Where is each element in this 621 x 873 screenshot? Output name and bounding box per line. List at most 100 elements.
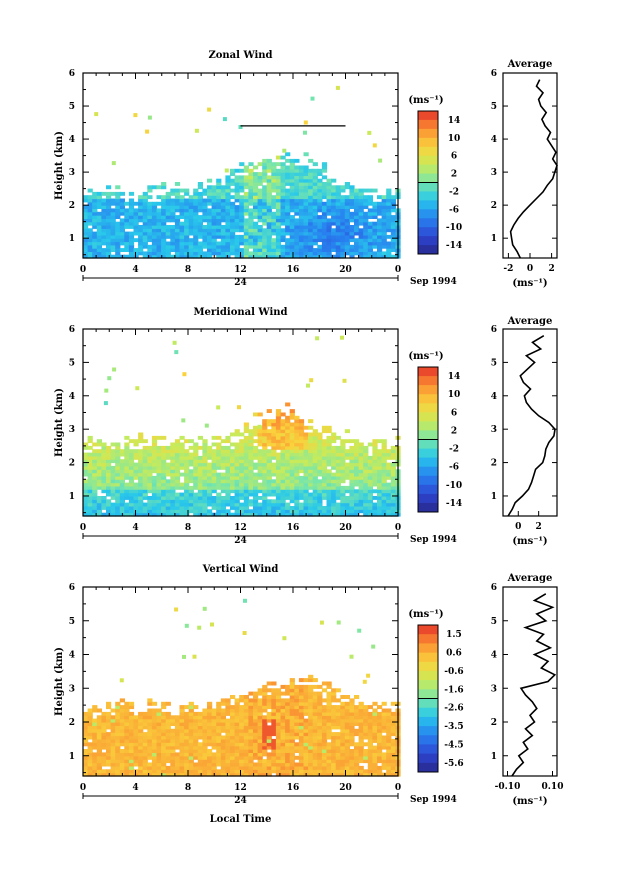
heatmap-cell [321,208,328,213]
heatmap-cell [331,185,337,190]
x-tick-label: 0 [395,265,401,275]
heatmap-cell [202,225,208,229]
colorbar-unit: (ms⁻¹) [408,95,443,106]
heatmap-cell [128,512,135,517]
heatmap-cell [253,735,259,740]
heatmap-cell [119,725,125,730]
heatmap-cell [211,728,217,733]
heatmap-cell [248,254,254,259]
heatmap-cell [294,769,300,774]
heatmap-cell [216,772,222,777]
heatmap-cell [271,201,277,206]
heatmap-cell [317,684,323,689]
heatmap-cell [170,455,176,460]
heatmap-cell [275,695,282,699]
heatmap-cell [317,221,323,226]
heatmap-cell [367,225,373,229]
heatmap-cell [216,475,222,480]
heatmap-cell [170,485,176,490]
heatmap-cell [271,419,277,424]
heatmap-cell [262,188,268,193]
heatmap-cell [354,695,360,699]
heatmap-cell [321,425,328,430]
heatmap-cell [239,732,245,737]
heatmap-cell [262,496,268,500]
heatmap-cell [253,432,259,437]
day-label: 24 [234,536,247,546]
heatmap-cell [248,722,254,726]
heatmap-cell [128,732,135,737]
heatmap-cell [358,244,364,249]
heatmap-cell [326,485,332,490]
heatmap-cell [128,745,135,750]
heatmap-cell [262,769,268,774]
heatmap-cell [280,211,286,216]
heatmap-cell [386,248,392,252]
heatmap-cell [312,449,318,454]
heatmap-cell [161,244,167,249]
heatmap-cell [363,459,369,464]
heatmap-cell [285,221,291,226]
heatmap-cell [326,705,332,710]
colorbar-swatch [418,191,438,201]
heatmap-cell [317,765,323,770]
heatmap-cell [151,715,158,720]
heatmap-cell [298,419,305,424]
heatmap-cell [262,701,268,706]
heatmap-cell [87,718,93,723]
heatmap-cell [193,449,199,454]
colorbar-swatch [418,466,438,477]
heatmap-cell [285,742,291,747]
heatmap-cell [294,234,300,239]
heatmap-cell [138,432,144,437]
heatmap-cell [230,228,236,233]
heatmap-cell [151,769,158,774]
heatmap-cell [124,735,130,740]
heatmap-cell [335,85,340,90]
heatmap-cell [202,738,208,743]
heatmap-cell [354,705,360,710]
heatmap-cell [124,485,130,490]
heatmap-cell [87,205,93,209]
heatmap-cell [317,479,323,484]
heatmap-cell [156,218,162,223]
heatmap-cell [321,715,328,720]
heatmap-cell [174,254,181,259]
heatmap-cell [340,722,346,726]
x-axis-label: Local Time [210,814,272,825]
heatmap-cell [216,228,222,233]
heatmap-cell [298,762,305,767]
heatmap-cell [363,221,369,226]
heatmap-cell [266,772,272,777]
heatmap-cell [308,688,314,693]
heatmap-cell [275,178,282,183]
heatmap-cell [115,475,121,480]
heatmap-cell [92,248,98,252]
heatmap-cell [326,472,332,477]
heatmap-cell [197,482,203,487]
heatmap-cell [321,735,328,740]
heatmap-cell [225,769,231,774]
heatmap-cell [275,455,282,460]
heatmap-cell [216,708,222,713]
heatmap-cell [266,695,272,699]
heatmap-cell [119,496,125,500]
heatmap-cell [275,244,282,249]
heatmap-cell [372,732,378,737]
heatmap-cell [161,482,167,487]
heatmap-cell [377,496,383,500]
heatmap-cell [161,732,167,737]
heatmap-cell [298,728,305,733]
heatmap-cell [358,499,364,504]
heatmap-cell [239,465,245,470]
colorbar-swatch [418,412,438,422]
heatmap-cell [220,502,226,507]
heatmap-cell [234,449,240,454]
heatmap-cell [326,745,332,750]
heatmap-cell [243,459,249,464]
heatmap-cell [174,469,181,474]
heatmap-cell [289,248,295,252]
heatmap-cell [331,732,337,737]
heatmap-cell [216,244,222,249]
heatmap-cell [331,221,337,226]
